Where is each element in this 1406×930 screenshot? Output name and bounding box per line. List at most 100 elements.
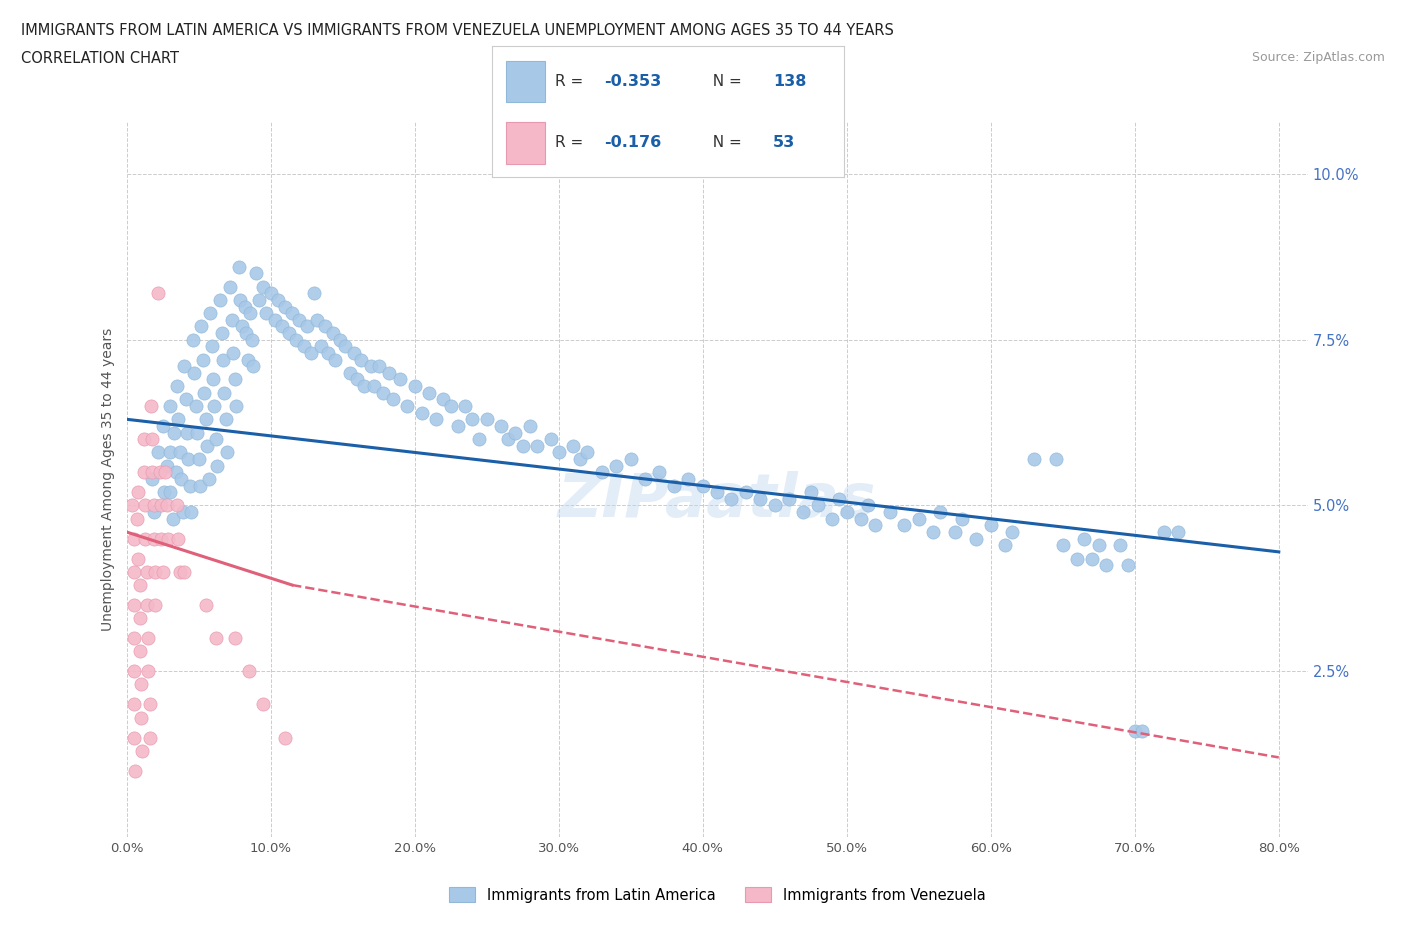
Point bbox=[191, 352, 214, 367]
Point bbox=[212, 352, 235, 367]
Point bbox=[792, 505, 814, 520]
Point bbox=[139, 399, 162, 414]
Point bbox=[142, 498, 165, 513]
Point bbox=[200, 339, 222, 353]
Point bbox=[128, 644, 150, 658]
Point bbox=[350, 352, 373, 367]
Point bbox=[295, 319, 318, 334]
Point bbox=[994, 538, 1017, 552]
Point bbox=[274, 730, 297, 745]
Point bbox=[965, 531, 987, 546]
FancyBboxPatch shape bbox=[506, 122, 544, 164]
Point bbox=[274, 299, 297, 314]
Point bbox=[134, 498, 156, 513]
Point bbox=[183, 365, 205, 380]
Point bbox=[150, 498, 173, 513]
Text: R =: R = bbox=[555, 74, 589, 89]
Point bbox=[828, 491, 851, 506]
Point bbox=[288, 312, 311, 327]
Point bbox=[159, 485, 181, 499]
Point bbox=[174, 392, 197, 406]
Point bbox=[214, 385, 236, 400]
Text: -0.353: -0.353 bbox=[605, 74, 662, 89]
Point bbox=[121, 498, 143, 513]
Point bbox=[205, 631, 228, 645]
Point bbox=[129, 711, 152, 725]
Point bbox=[148, 445, 170, 459]
Point bbox=[150, 531, 173, 546]
Point bbox=[858, 498, 880, 513]
Text: N =: N = bbox=[703, 74, 747, 89]
Point bbox=[167, 531, 190, 546]
Point bbox=[367, 359, 389, 374]
Point bbox=[224, 631, 246, 645]
Point bbox=[692, 478, 714, 493]
Point bbox=[807, 498, 830, 513]
Point bbox=[142, 531, 165, 546]
Point bbox=[222, 346, 245, 361]
Point bbox=[634, 472, 657, 486]
Point bbox=[215, 412, 238, 427]
Point bbox=[131, 743, 153, 758]
Text: N =: N = bbox=[703, 136, 747, 151]
FancyBboxPatch shape bbox=[506, 60, 544, 102]
Point bbox=[396, 399, 419, 414]
Point bbox=[122, 565, 145, 579]
Point bbox=[569, 452, 592, 467]
Point bbox=[181, 332, 204, 347]
Point bbox=[176, 425, 198, 440]
Point bbox=[254, 306, 277, 321]
Point bbox=[620, 452, 643, 467]
Point bbox=[447, 418, 470, 433]
Point bbox=[177, 452, 200, 467]
Point bbox=[236, 352, 259, 367]
Point bbox=[240, 332, 263, 347]
Point bbox=[157, 531, 180, 546]
Point bbox=[169, 445, 191, 459]
Point bbox=[247, 293, 270, 308]
Point bbox=[169, 565, 191, 579]
Point bbox=[1130, 724, 1153, 738]
Point bbox=[195, 438, 218, 453]
Point bbox=[166, 379, 188, 393]
Point bbox=[1073, 531, 1095, 546]
Text: 138: 138 bbox=[773, 74, 807, 89]
Point bbox=[475, 412, 498, 427]
Point bbox=[325, 352, 347, 367]
Point bbox=[734, 485, 756, 499]
Legend: Immigrants from Latin America, Immigrants from Venezuela: Immigrants from Latin America, Immigrant… bbox=[443, 882, 991, 909]
Point bbox=[519, 418, 541, 433]
Point bbox=[1116, 558, 1139, 573]
Point bbox=[173, 565, 195, 579]
Point bbox=[238, 664, 260, 679]
Point bbox=[605, 458, 627, 473]
Point bbox=[122, 531, 145, 546]
Point bbox=[411, 405, 433, 420]
Point bbox=[950, 512, 973, 526]
Point bbox=[162, 512, 184, 526]
Point bbox=[141, 472, 163, 486]
Point bbox=[143, 597, 166, 612]
Point bbox=[922, 525, 945, 539]
Point bbox=[309, 339, 332, 353]
Text: IMMIGRANTS FROM LATIN AMERICA VS IMMIGRANTS FROM VENEZUELA UNEMPLOYMENT AMONG AG: IMMIGRANTS FROM LATIN AMERICA VS IMMIGRA… bbox=[21, 23, 894, 38]
Point bbox=[259, 286, 281, 300]
Point bbox=[299, 346, 322, 361]
Point bbox=[425, 412, 447, 427]
Point bbox=[404, 379, 426, 393]
Point bbox=[907, 512, 929, 526]
Point bbox=[1087, 538, 1109, 552]
Point bbox=[141, 432, 163, 446]
Point bbox=[943, 525, 966, 539]
Point bbox=[190, 319, 212, 334]
Point bbox=[1045, 452, 1067, 467]
Point bbox=[468, 432, 491, 446]
Point bbox=[207, 458, 229, 473]
Point bbox=[239, 306, 262, 321]
Point bbox=[849, 512, 872, 526]
Point bbox=[281, 306, 304, 321]
Point bbox=[835, 505, 858, 520]
Point bbox=[142, 505, 165, 520]
Point bbox=[1066, 551, 1088, 566]
Point bbox=[122, 664, 145, 679]
